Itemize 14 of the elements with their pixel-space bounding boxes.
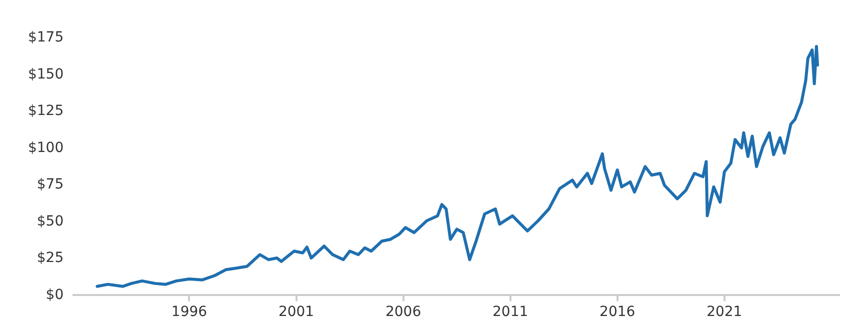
x-tick-label: 2006 <box>385 304 422 320</box>
y-tick-label: $50 <box>36 213 64 230</box>
x-tick-label: 2001 <box>278 304 314 320</box>
y-tick-label: $75 <box>36 176 64 193</box>
y-tick-label: $25 <box>36 250 64 266</box>
y-tick-label: $125 <box>28 103 64 120</box>
y-tick-label: $175 <box>28 30 64 46</box>
x-tick-label: 2016 <box>600 304 636 320</box>
y-tick-label: $100 <box>28 140 64 156</box>
x-tick-label: 1996 <box>171 304 208 320</box>
x-tick-label: 2011 <box>492 304 528 320</box>
x-tick-label: 2021 <box>706 304 742 320</box>
y-tick-label: $150 <box>28 66 64 82</box>
y-tick-label: $0 <box>46 286 64 303</box>
